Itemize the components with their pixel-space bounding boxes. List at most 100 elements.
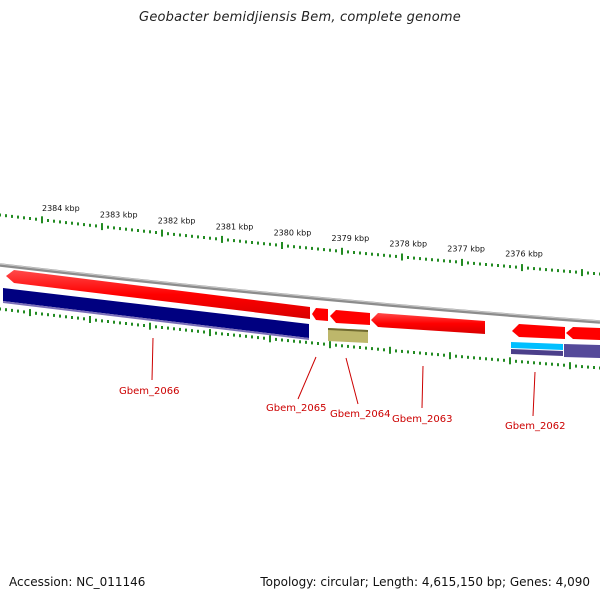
minor-tick (149, 230, 151, 234)
minor-tick (275, 243, 277, 247)
minor-tick (131, 322, 133, 326)
leader-line-gbem-2065 (297, 356, 317, 400)
minor-tick (593, 366, 595, 369)
minor-tick (527, 266, 529, 270)
minor-tick (287, 244, 289, 248)
minor-tick (281, 338, 283, 342)
minor-tick (407, 350, 409, 354)
minor-tick (395, 254, 397, 258)
minor-tick (479, 262, 481, 266)
minor-tick (11, 214, 13, 218)
minor-tick (359, 346, 361, 349)
minor-tick (437, 353, 439, 357)
major-tick (341, 247, 343, 255)
minor-tick (419, 257, 421, 261)
minor-tick (443, 259, 445, 263)
minor-tick (527, 360, 529, 364)
minor-tick (593, 272, 595, 275)
minor-tick (293, 339, 295, 343)
minor-tick (293, 245, 295, 249)
minor-tick (323, 342, 325, 346)
scale-label: 2379 kbp (332, 234, 370, 243)
gene-label-gbem-2066: Gbem_2066 (119, 386, 179, 397)
minor-tick (485, 357, 487, 361)
leader-line-gbem-2066 (151, 337, 154, 381)
minor-tick (401, 349, 403, 353)
minor-tick (137, 229, 139, 232)
minor-tick (461, 355, 463, 359)
inner-scale-ticks (0, 307, 600, 370)
minor-tick (215, 331, 217, 335)
minor-tick (305, 246, 307, 250)
minor-tick (431, 352, 433, 356)
minor-tick (59, 314, 61, 318)
minor-tick (5, 214, 7, 218)
minor-tick (101, 319, 103, 323)
minor-tick (53, 313, 55, 317)
minor-tick (455, 354, 457, 358)
major-tick (221, 235, 223, 243)
minor-tick (551, 362, 553, 366)
minor-tick (107, 225, 109, 229)
minor-tick (155, 231, 157, 234)
minor-tick (365, 252, 367, 256)
major-tick (329, 341, 331, 349)
minor-tick (383, 253, 385, 257)
minor-tick (251, 335, 253, 339)
minor-tick (437, 258, 439, 262)
feature-bar-gbem-2064 (328, 328, 368, 343)
minor-tick (473, 356, 475, 360)
minor-tick (179, 233, 181, 237)
leader-line-gbem-2062 (532, 371, 536, 417)
minor-tick (539, 361, 541, 365)
minor-tick (443, 353, 445, 357)
minor-tick (17, 309, 19, 313)
genome-summary: Topology: circular; Length: 4,615,150 bp… (260, 575, 590, 589)
feature-bar-gbem-2064-top (328, 328, 368, 332)
gene-arrow-gbem-2063 (371, 313, 485, 334)
minor-tick (227, 238, 229, 242)
major-tick (101, 223, 103, 231)
minor-tick (497, 264, 499, 267)
minor-tick (377, 347, 379, 351)
gene-arrow-gbem-2065 (312, 308, 328, 321)
minor-tick (113, 226, 115, 230)
minor-tick (491, 263, 493, 267)
minor-tick (467, 355, 469, 359)
scale-label: 2381 kbp (216, 223, 254, 232)
minor-tick (197, 235, 199, 239)
minor-tick (497, 358, 499, 362)
major-tick (281, 242, 283, 249)
gene-arrow-gbem-2062-forward (512, 324, 565, 339)
minor-tick (569, 270, 571, 274)
minor-tick (503, 264, 505, 268)
feature-bar-gbem-2062-purple (511, 349, 563, 356)
minor-tick (167, 326, 169, 330)
minor-tick (323, 248, 325, 252)
minor-tick (425, 257, 427, 261)
minor-tick (413, 256, 415, 260)
minor-tick (131, 228, 133, 232)
gene-arrow-gbem-2066-forward (6, 270, 310, 319)
feature-bar-gbem-2062-cyan (511, 342, 563, 350)
minor-tick (239, 334, 241, 338)
minor-tick (65, 221, 67, 225)
minor-tick (383, 348, 385, 352)
minor-tick (77, 222, 79, 226)
minor-tick (485, 263, 487, 266)
major-tick (509, 357, 511, 365)
minor-tick (407, 256, 409, 259)
minor-tick (125, 227, 127, 231)
major-tick (581, 269, 583, 277)
minor-tick (119, 321, 121, 325)
minor-tick (347, 344, 349, 348)
minor-tick (71, 316, 73, 319)
minor-tick (575, 270, 577, 274)
minor-tick (563, 363, 565, 367)
feature-bar-gbem-2066 (3, 288, 309, 338)
minor-tick (245, 334, 247, 338)
minor-tick (515, 359, 517, 363)
minor-tick (587, 271, 589, 275)
minor-tick (311, 341, 313, 345)
minor-tick (353, 345, 355, 349)
